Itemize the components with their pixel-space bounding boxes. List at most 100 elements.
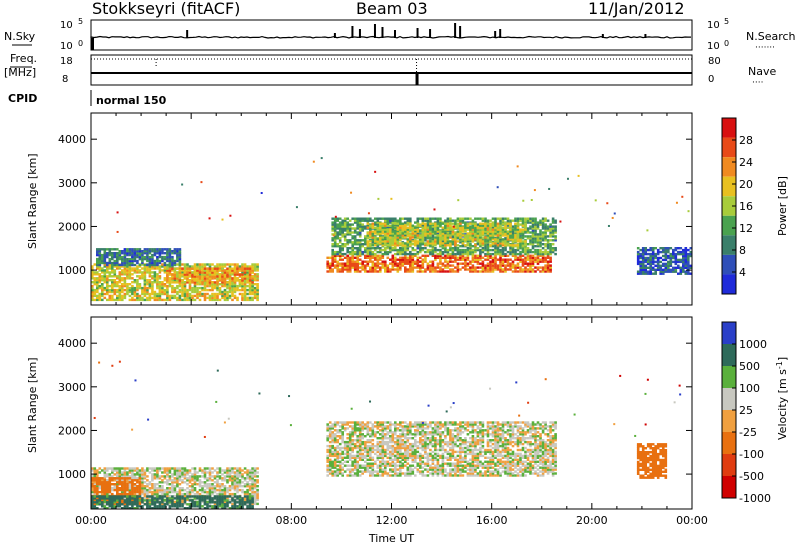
power-echo-cell — [208, 281, 212, 284]
power-echo-cell — [529, 250, 532, 254]
power-echo-cell — [238, 281, 242, 284]
power-echo-cell — [201, 263, 204, 266]
power-echo-cell — [358, 254, 362, 257]
power-echo-cell — [491, 224, 495, 227]
velocity-echo-cell — [206, 500, 209, 504]
power-echo-cell — [436, 252, 440, 256]
power-echo-cell — [519, 250, 522, 254]
power-echo-cell — [361, 217, 364, 220]
power-echo-cell — [103, 265, 107, 268]
velocity-echo-cell — [143, 496, 147, 500]
power-echo-cell — [216, 288, 219, 292]
power-echo-cell — [211, 292, 214, 296]
power-echo-cell — [659, 256, 662, 260]
power-echo-cell — [196, 275, 199, 278]
power-echo-cell — [201, 267, 204, 270]
power-echo-cell — [91, 271, 94, 274]
velocity-echo-cell — [171, 483, 174, 486]
power-echo-cell — [506, 238, 510, 241]
power-echo-cell — [166, 277, 169, 280]
power-echo-cell — [526, 235, 530, 238]
power-echo-cell — [481, 230, 485, 233]
power-echo-cell — [208, 277, 212, 280]
power-echo-cell — [361, 260, 364, 263]
power-echo-cell — [501, 217, 505, 220]
power-echo-cell — [401, 244, 405, 247]
power-echo-cell — [519, 247, 522, 250]
power-echo-cell — [499, 221, 502, 224]
power-echo-cell — [464, 260, 467, 263]
power-echo-cell — [326, 260, 329, 263]
power-echo-cell — [436, 254, 440, 257]
power-echo-cell — [226, 281, 229, 284]
power-echo-cell — [156, 283, 159, 286]
power-echo-cell — [96, 294, 99, 298]
power-echo-cell — [456, 226, 460, 229]
power-echo-cell — [101, 288, 104, 292]
power-echo-cell — [181, 183, 184, 186]
power-echo-cell — [431, 260, 435, 263]
power-echo-cell — [406, 252, 410, 256]
power-echo-cell — [471, 222, 475, 225]
power-echo-cell — [421, 242, 425, 245]
power-echo-cell — [218, 292, 222, 296]
power-echo-cell — [176, 275, 179, 278]
power-echo-cell — [441, 256, 445, 259]
power-echo-cell — [173, 269, 177, 272]
power-echo-cell — [496, 228, 500, 231]
power-echo-cell — [424, 232, 427, 235]
power-echo-cell — [103, 275, 107, 278]
power-echo-cell — [98, 298, 102, 302]
power-echo-cell — [434, 222, 437, 225]
power-echo-cell — [133, 253, 137, 257]
power-echo-cell — [454, 270, 457, 273]
power-echo-cell — [206, 281, 209, 284]
power-colorbar-segment — [722, 137, 736, 158]
power-echo-cell — [356, 223, 359, 226]
power-echo-cell — [521, 219, 525, 222]
power-echo-cell — [136, 252, 139, 255]
power-echo-cell — [151, 281, 154, 284]
velocity-echo-cell — [171, 487, 174, 490]
velocity-echo-cell — [151, 469, 154, 472]
power-echo-cell — [211, 269, 214, 272]
power-echo-cell — [499, 266, 502, 269]
power-echo-cell — [221, 267, 224, 270]
power-echo-cell — [461, 256, 465, 259]
power-echo-cell — [436, 236, 440, 239]
power-echo-cell — [501, 252, 505, 256]
power-echo-cell — [366, 234, 370, 237]
power-echo-cell — [369, 248, 372, 252]
power-echo-cell — [193, 298, 197, 302]
power-echo-cell — [389, 238, 392, 241]
power-echo-cell — [396, 226, 400, 229]
power-echo-cell — [238, 265, 242, 268]
power-echo-cell — [481, 256, 485, 259]
power-echo-cell — [424, 247, 427, 250]
power-echo-cell — [484, 245, 487, 248]
power-echo-cell — [662, 258, 665, 262]
power-echo-cell — [221, 271, 224, 274]
power-echo-cell — [236, 279, 239, 282]
nsky-tick-bottom-exp: 0 — [78, 39, 83, 48]
power-echo-cell — [141, 263, 144, 266]
power-echo-cell — [188, 273, 192, 276]
velocity-echo-cell — [208, 488, 212, 492]
velocity-echo-cell — [173, 481, 177, 484]
power-echo-cell — [491, 234, 495, 237]
velocity-echo-cell — [131, 494, 134, 498]
power-echo-cell — [198, 267, 202, 270]
power-echo-cell — [456, 232, 460, 235]
power-echo-cell — [401, 262, 405, 265]
power-echo-cell — [489, 256, 492, 259]
power-echo-cell — [196, 281, 199, 284]
power-echo-cell — [166, 279, 169, 282]
power-echo-cell — [156, 252, 159, 255]
nsky-spike — [333, 33, 336, 38]
velocity-echo-cell — [136, 469, 139, 472]
power-echo-cell — [521, 264, 525, 267]
power-echo-cell — [248, 271, 252, 274]
power-echo-cell — [424, 237, 427, 240]
power-echo-cell — [111, 294, 114, 298]
power-echo-cell — [426, 219, 430, 222]
